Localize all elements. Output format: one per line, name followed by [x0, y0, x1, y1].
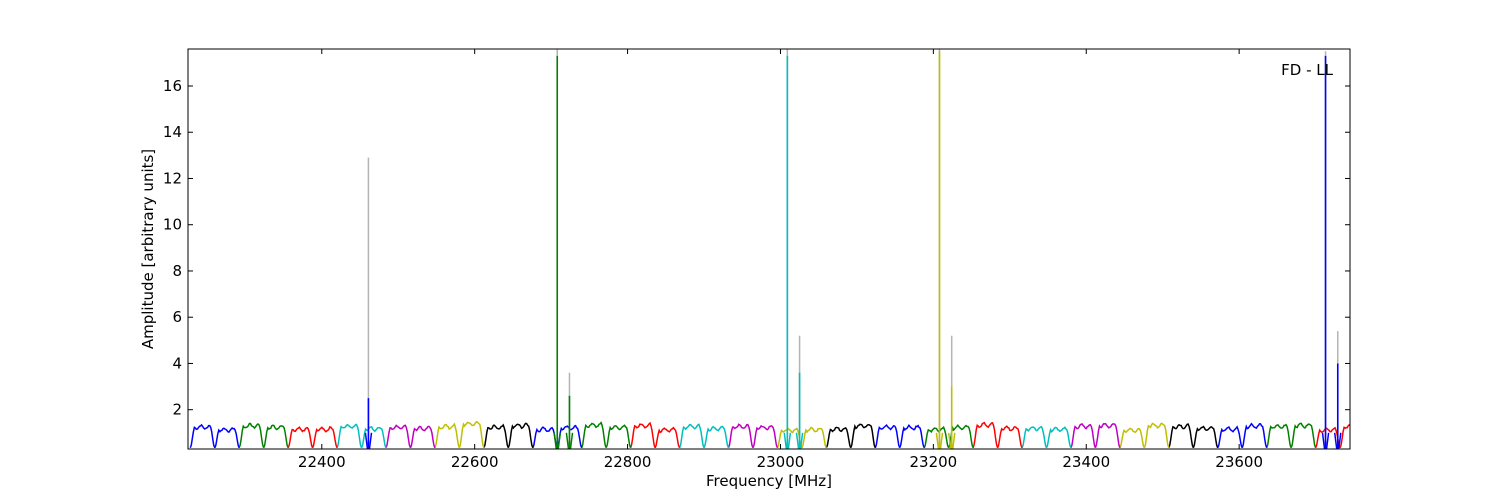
x-tick-label: 22800	[604, 453, 652, 471]
spike-dip	[364, 432, 373, 449]
band-curve	[311, 425, 338, 449]
spike-dip	[935, 432, 944, 449]
band-curve	[629, 421, 656, 449]
spike-dip	[1333, 432, 1342, 449]
band-curve	[458, 420, 485, 449]
band-curve	[947, 423, 974, 449]
band-curve	[1021, 425, 1048, 449]
panel-annotation: FD - LL	[1281, 61, 1333, 79]
y-tick-label: 8	[172, 262, 182, 280]
band-curve	[238, 422, 265, 449]
band-curve	[776, 427, 803, 449]
band-curve	[996, 425, 1023, 449]
y-tick-label: 2	[172, 401, 182, 419]
band-curve	[1265, 423, 1292, 449]
band-curve	[336, 423, 363, 449]
x-tick-label: 23200	[910, 453, 958, 471]
band-curve	[972, 421, 999, 449]
band-curve	[1339, 424, 1350, 449]
spike-dip	[1321, 432, 1330, 449]
y-tick-label: 14	[163, 123, 182, 141]
y-tick-label: 16	[163, 77, 182, 95]
y-tick-label: 10	[163, 216, 182, 234]
band-curve	[483, 423, 510, 449]
x-axis-label: Frequency [MHz]	[706, 472, 832, 490]
spike-dip	[783, 432, 792, 449]
band-curve	[898, 424, 925, 449]
x-tick-label: 23400	[1062, 453, 1110, 471]
x-tick-label: 22600	[451, 453, 499, 471]
y-tick-label: 12	[163, 169, 182, 187]
y-axis-label: Amplitude [arbitrary units]	[139, 149, 157, 349]
band-curve	[1094, 422, 1121, 449]
spike-dip	[565, 432, 574, 449]
band-curve	[850, 423, 877, 449]
band-curve	[360, 426, 387, 449]
band-curve	[287, 426, 314, 449]
band-curve	[801, 426, 827, 449]
band-curve	[409, 425, 436, 449]
band-curve	[262, 424, 289, 449]
band-curve	[189, 423, 216, 449]
band-curve	[532, 426, 558, 449]
band-curve	[727, 423, 754, 449]
x-tick-label: 22400	[298, 453, 346, 471]
band-curve	[214, 427, 240, 449]
band-curve	[1290, 422, 1317, 449]
band-curve	[507, 422, 534, 449]
band-curve	[1314, 426, 1341, 449]
band-curve	[678, 423, 705, 449]
plot-background	[188, 49, 1350, 449]
y-tick-label: 6	[172, 308, 182, 326]
band-curve	[654, 426, 681, 449]
band-curve	[1168, 423, 1195, 449]
band-curve	[1192, 425, 1219, 449]
band-curve	[874, 424, 901, 449]
band-curve	[923, 425, 950, 449]
band-curve	[752, 424, 779, 449]
band-curve	[1143, 422, 1170, 449]
band-curve	[385, 424, 412, 449]
band-curve	[1045, 426, 1072, 449]
data-layer	[189, 49, 1390, 449]
tick-layer: 22400 22600 22800 23000 23200 23400 23600 2 4 6 8 1…	[163, 49, 1350, 471]
x-tick-label: 23000	[757, 453, 805, 471]
spike-dip	[947, 432, 956, 449]
spike-dip	[553, 432, 562, 449]
band-curve	[1365, 425, 1390, 448]
band-curve	[825, 426, 852, 449]
band-curve	[605, 424, 632, 449]
band-curve	[1070, 423, 1097, 449]
band-curve	[703, 425, 730, 449]
y-tick-label: 4	[172, 354, 182, 372]
x-tick-label: 23600	[1215, 453, 1263, 471]
spike-dip	[795, 432, 804, 449]
band-curve	[1217, 425, 1243, 449]
band-curve	[580, 421, 607, 449]
band-curve	[434, 422, 461, 449]
band-curve	[1119, 427, 1146, 449]
band-curve	[1241, 422, 1268, 449]
plot-frame	[187, 48, 1351, 450]
